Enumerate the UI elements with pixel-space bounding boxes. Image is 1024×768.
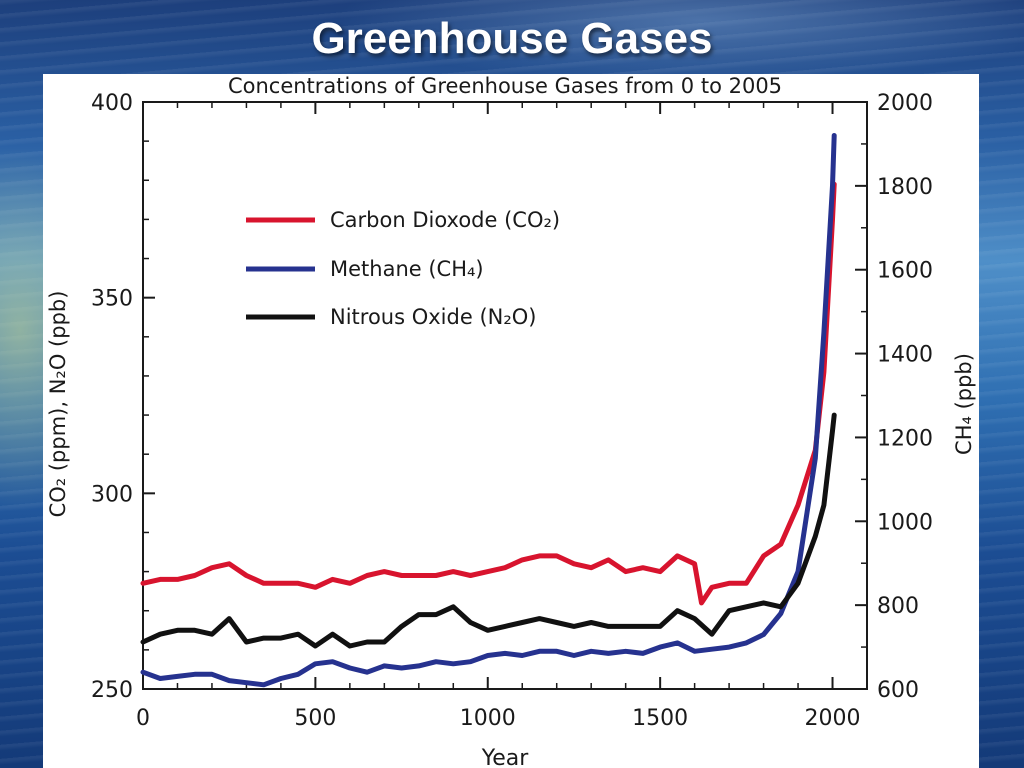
y-right-tick-label: 1200 [877, 426, 933, 451]
slide-title: Greenhouse Gases [311, 14, 713, 63]
y-left-tick-label: 400 [91, 91, 133, 116]
y-right-tick-label: 2000 [877, 91, 933, 116]
legend-label-n2o: Nitrous Oxide (N₂O) [330, 305, 536, 329]
y-right-tick-label: 1400 [877, 343, 933, 368]
legend-label-ch4: Methane (CH₄) [330, 257, 484, 281]
y-right-tick-label: 800 [877, 594, 919, 619]
y-axis-left-label: CO₂ (ppm), N₂O (ppb) [46, 291, 70, 518]
legend-label-co2: Carbon Dioxode (CO₂) [330, 208, 560, 232]
x-tick-label: 2000 [805, 706, 861, 731]
y-right-tick-label: 1600 [877, 259, 933, 284]
y-right-tick-label: 1800 [877, 175, 933, 200]
chart-panel: Concentrations of Greenhouse Gases from … [43, 74, 979, 768]
x-axis-label: Year [481, 746, 530, 768]
y-left-tick-label: 300 [91, 482, 133, 507]
chart-legend: Carbon Dioxode (CO₂) Methane (CH₄) Nitro… [246, 208, 560, 329]
chart-svg: Concentrations of Greenhouse Gases from … [46, 74, 976, 768]
x-tick-label: 0 [136, 706, 150, 731]
series-line-n2o [140, 412, 837, 649]
y-left-tick-label: 350 [91, 287, 133, 312]
series-line-ch4 [140, 133, 837, 688]
y-right-tick-label: 1000 [877, 510, 933, 535]
y-right-tick-label: 600 [877, 678, 919, 703]
y-axis-right-label: CH₄ (ppb) [952, 353, 976, 455]
series-line-co2 [140, 181, 837, 606]
y-left-tick-label: 250 [91, 678, 133, 703]
x-tick-label: 500 [294, 706, 336, 731]
plot-frame [142, 101, 868, 690]
x-tick-label: 1000 [460, 706, 516, 731]
x-tick-label: 1500 [632, 706, 688, 731]
chart-title: Concentrations of Greenhouse Gases from … [228, 74, 782, 98]
